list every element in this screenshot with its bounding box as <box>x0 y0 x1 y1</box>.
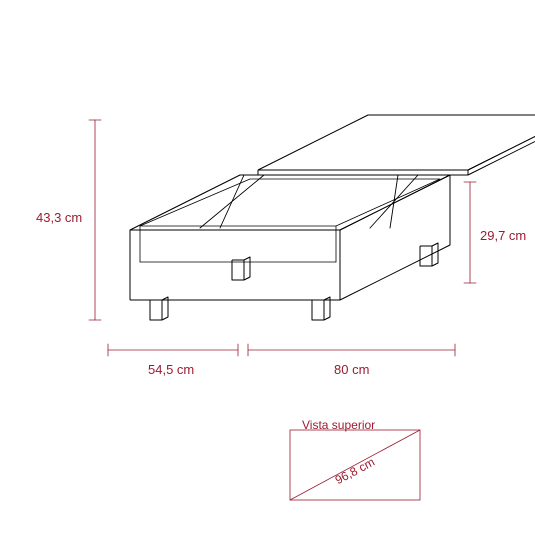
dimension-height-raised: 43,3 cm <box>36 210 82 225</box>
diagram-canvas: 43,3 cm 29,7 cm 54,5 cm 80 cm Vista supe… <box>0 0 535 535</box>
top-view-title: Vista superior <box>302 418 375 432</box>
dimension-lines <box>0 0 535 535</box>
dimension-height-body: 29,7 cm <box>480 228 526 243</box>
dimension-width: 80 cm <box>334 362 369 377</box>
dimension-depth: 54,5 cm <box>148 362 194 377</box>
